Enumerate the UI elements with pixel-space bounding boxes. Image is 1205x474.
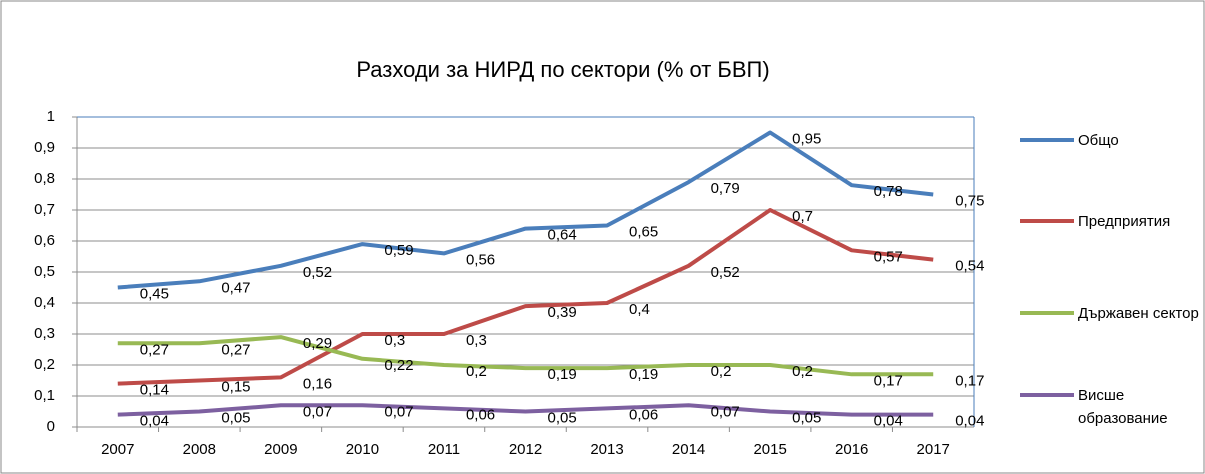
- x-tick-label: 2013: [590, 441, 623, 458]
- data-label: 0,19: [548, 366, 577, 383]
- data-label: 0,19: [629, 366, 658, 383]
- series-line: [117, 130, 934, 290]
- y-tick-label: 0,1: [34, 387, 55, 404]
- data-label: 0,22: [384, 357, 413, 374]
- data-label: 0,78: [874, 183, 903, 200]
- data-label: 0,06: [466, 406, 495, 423]
- y-tick-label: 0,5: [34, 263, 55, 280]
- data-label: 0,17: [874, 372, 903, 389]
- chart-title: Разходи за НИРД по сектори (% от БВП): [356, 57, 769, 82]
- data-label: 0,39: [548, 304, 577, 321]
- data-label: 0,27: [140, 341, 169, 358]
- series-line: [117, 208, 934, 386]
- y-tick-label: 0,4: [34, 294, 55, 311]
- data-label: 0,75: [955, 192, 984, 209]
- data-label: 0,59: [384, 242, 413, 259]
- data-label: 0,3: [466, 332, 487, 349]
- legend-label: Предприятия: [1078, 212, 1171, 230]
- data-label: 0,54: [955, 258, 984, 275]
- legend-label: Висше образование: [1078, 386, 1168, 427]
- x-tick-label: 2007: [101, 441, 134, 458]
- legend-label: Държавен сектор: [1078, 304, 1199, 322]
- y-tick-label: 0: [47, 418, 55, 435]
- x-tick-label: 2012: [509, 441, 542, 458]
- data-label: 0,04: [955, 413, 984, 430]
- data-label: 0,07: [711, 403, 740, 420]
- y-tick-label: 0,6: [34, 232, 55, 249]
- y-tick-label: 0,3: [34, 325, 55, 342]
- data-label: 0,56: [466, 251, 495, 268]
- data-label: 0,2: [711, 363, 732, 380]
- data-label: 0,17: [955, 372, 984, 389]
- data-label: 0,52: [303, 264, 332, 281]
- data-label: 0,04: [140, 413, 169, 430]
- series-line: [117, 335, 934, 377]
- data-label: 0,05: [792, 409, 821, 426]
- data-label: 0,47: [221, 279, 250, 296]
- y-tick-label: 1: [47, 108, 55, 125]
- data-label: 0,64: [548, 227, 577, 244]
- y-tick-label: 0,8: [34, 170, 55, 187]
- x-tick-label: 2011: [428, 441, 460, 458]
- data-label: 0,2: [466, 363, 487, 380]
- data-label: 0,4: [629, 301, 650, 318]
- data-label: 0,06: [629, 406, 658, 423]
- data-label: 0,65: [629, 223, 658, 240]
- data-label: 0,45: [140, 285, 169, 302]
- x-tick-label: 2016: [835, 441, 868, 458]
- data-label: 0,14: [140, 382, 169, 399]
- data-label: 0,7: [792, 208, 813, 225]
- x-tick-label: 2008: [183, 441, 216, 458]
- data-label: 0,07: [303, 403, 332, 420]
- data-label: 0,79: [711, 180, 740, 197]
- y-tick-label: 0,7: [34, 201, 55, 218]
- data-label: 0,05: [221, 409, 250, 426]
- data-label: 0,15: [221, 378, 250, 395]
- y-tick-label: 0,2: [34, 356, 55, 373]
- data-label: 0,04: [874, 413, 903, 430]
- data-label: 0,27: [221, 341, 250, 358]
- x-tick-label: 2015: [753, 441, 786, 458]
- legend-label: Общо: [1078, 131, 1119, 149]
- x-tick-label: 2009: [264, 441, 297, 458]
- y-tick-label: 0,9: [34, 139, 55, 156]
- data-label: 0,16: [303, 375, 332, 392]
- data-label: 0,05: [548, 409, 577, 426]
- data-label: 0,29: [303, 335, 332, 352]
- data-label: 0,2: [792, 363, 813, 380]
- x-tick-label: 2014: [672, 441, 705, 458]
- data-label: 0,57: [874, 248, 903, 265]
- data-label: 0,07: [384, 403, 413, 420]
- series-line: [117, 403, 934, 417]
- x-tick-label: 2017: [917, 441, 950, 458]
- x-tick-label: 2010: [346, 441, 379, 458]
- data-label: 0,95: [792, 130, 821, 147]
- data-label: 0,3: [384, 332, 405, 349]
- data-label: 0,52: [711, 264, 740, 281]
